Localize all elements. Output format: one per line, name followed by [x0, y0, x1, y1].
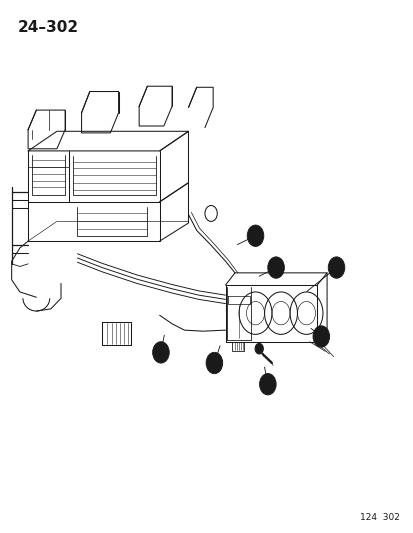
Text: 2: 2: [211, 359, 217, 367]
Circle shape: [328, 257, 344, 278]
Text: 3: 3: [318, 332, 323, 341]
Text: 4: 4: [264, 379, 270, 389]
Circle shape: [259, 374, 275, 395]
Text: 24–302: 24–302: [18, 20, 79, 35]
Circle shape: [267, 257, 284, 278]
Circle shape: [247, 225, 263, 246]
Circle shape: [254, 343, 263, 354]
Text: 124  302: 124 302: [360, 513, 399, 522]
Text: 6: 6: [252, 231, 258, 240]
Circle shape: [206, 352, 222, 374]
Text: 1: 1: [333, 263, 339, 272]
Text: 5: 5: [158, 348, 164, 357]
Text: 7: 7: [273, 263, 278, 272]
Circle shape: [312, 326, 329, 347]
Circle shape: [152, 342, 169, 363]
